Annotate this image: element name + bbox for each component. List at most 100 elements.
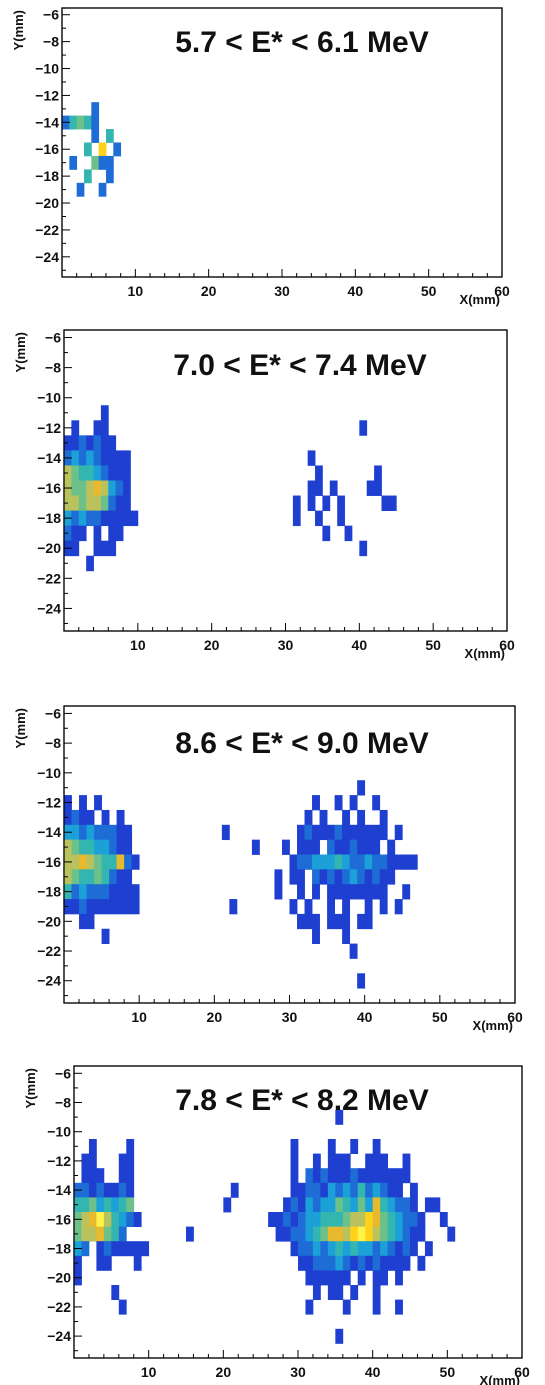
heatmap-cell xyxy=(319,854,328,870)
y-tick-label: −8 xyxy=(55,1095,71,1111)
heatmap-cell xyxy=(364,899,373,915)
heatmap-cell xyxy=(111,1197,120,1213)
heatmap-cell xyxy=(409,854,418,870)
heatmap-cell xyxy=(71,435,80,451)
heatmap-cell xyxy=(335,1153,344,1169)
x-tick-label: 30 xyxy=(290,1364,306,1380)
y-tick-label: −8 xyxy=(43,34,59,50)
heatmap-cell xyxy=(365,1226,374,1242)
heatmap-cell xyxy=(289,899,298,915)
heatmap-cell xyxy=(327,1139,336,1154)
heatmap-cell xyxy=(380,1270,388,1286)
heatmap-cell xyxy=(289,854,298,870)
heatmap-cell xyxy=(251,839,260,855)
heatmap-cell xyxy=(342,1182,351,1198)
heatmap-cell xyxy=(424,1241,433,1257)
heatmap-cell xyxy=(71,899,80,915)
heatmap-cell xyxy=(357,1241,366,1257)
heatmap-cell xyxy=(379,899,388,915)
heatmap-cell xyxy=(84,142,92,157)
heatmap-cell xyxy=(88,1197,97,1213)
heatmap-cell xyxy=(86,450,94,466)
heatmap-cell xyxy=(364,824,373,841)
heatmap-cell xyxy=(88,1226,97,1242)
heatmap-cell xyxy=(305,1270,314,1286)
heatmap-cell xyxy=(93,450,102,466)
heatmap-cell xyxy=(402,1212,411,1227)
heatmap-cell xyxy=(88,1212,97,1227)
heatmap-cell xyxy=(86,809,95,826)
heatmap-cell xyxy=(388,495,397,511)
heatmap-cell xyxy=(290,1241,299,1257)
heatmap-cell xyxy=(357,824,366,841)
heatmap-cell xyxy=(315,510,323,527)
heatmap-cell xyxy=(402,854,411,870)
heatmap-cell xyxy=(372,1270,381,1286)
heatmap-cell xyxy=(79,884,87,900)
heatmap-cell xyxy=(81,1182,90,1198)
energy-range-title: 7.0 < E* < 7.4 MeV xyxy=(173,349,427,382)
heatmap-cell xyxy=(76,182,85,197)
heatmap-cell xyxy=(365,1182,374,1198)
heatmap-cell xyxy=(111,1226,120,1242)
y-tick-label: −6 xyxy=(55,1065,71,1081)
heatmap-cell xyxy=(357,1255,366,1271)
heatmap-cell xyxy=(103,1255,112,1271)
heatmap-cell xyxy=(133,1255,142,1271)
heatmap-cell xyxy=(71,450,80,466)
plot-frame xyxy=(61,7,503,278)
heatmap-cell xyxy=(312,869,320,885)
heatmap-cell xyxy=(349,943,358,959)
heatmap-cell xyxy=(312,913,320,930)
heatmap-cell xyxy=(86,899,95,915)
heatmap-cell xyxy=(108,480,117,496)
heatmap-cell xyxy=(380,1241,388,1257)
x-tick-label: 30 xyxy=(278,637,294,653)
heatmap-cell xyxy=(116,824,125,841)
heatmap-cell xyxy=(186,1226,194,1242)
y-tick-label: −16 xyxy=(35,141,59,157)
x-tick-label: 50 xyxy=(421,283,437,299)
x-tick-label: 40 xyxy=(365,1364,381,1380)
heatmap-cell xyxy=(101,869,110,885)
heatmap-cell xyxy=(312,854,320,870)
x-tick-label: 20 xyxy=(216,1364,232,1380)
heatmap-cell xyxy=(79,839,87,855)
heatmap-cell xyxy=(342,809,351,826)
heatmap-cell xyxy=(365,1212,374,1227)
heatmap-cell xyxy=(118,1241,127,1257)
heatmap-cell xyxy=(133,1212,142,1227)
heatmap-cell xyxy=(124,869,133,885)
x-tick-label: 10 xyxy=(131,1009,147,1025)
heatmap-cell xyxy=(312,1226,321,1242)
heatmap-cells xyxy=(74,1109,456,1344)
heatmap-cell xyxy=(372,854,381,870)
heatmap-cell xyxy=(71,884,80,900)
heatmap-cell xyxy=(79,795,87,811)
heatmap-cell xyxy=(379,854,388,870)
heatmap-cell xyxy=(118,1226,127,1242)
heatmap-cell xyxy=(93,495,102,511)
heatmap-cell xyxy=(335,1109,344,1125)
heatmap-cell xyxy=(372,1182,381,1198)
heatmap-cell xyxy=(327,1270,336,1286)
x-tick-label: 10 xyxy=(128,283,144,299)
heatmap-cell xyxy=(349,795,358,811)
heatmap-cell xyxy=(359,420,368,436)
heatmap-cell xyxy=(305,1182,314,1198)
heatmap-cell xyxy=(372,1255,381,1271)
heatmap-cell xyxy=(118,1182,127,1198)
heatmap-cell xyxy=(342,1153,351,1169)
heatmap-cell xyxy=(357,809,366,826)
heatmap-cell xyxy=(372,824,381,841)
y-tick-label: −10 xyxy=(47,1124,71,1140)
heatmap-cell xyxy=(118,1168,127,1184)
heatmap-cell xyxy=(94,824,102,841)
heatmap-cell xyxy=(108,510,117,527)
heatmap-cell xyxy=(118,1197,127,1213)
heatmap-cell xyxy=(344,525,353,542)
heatmap-cell xyxy=(298,1241,306,1257)
heatmap-cell xyxy=(342,1168,351,1184)
heatmap-cell xyxy=(86,839,95,855)
heatmap-cell xyxy=(372,795,381,811)
